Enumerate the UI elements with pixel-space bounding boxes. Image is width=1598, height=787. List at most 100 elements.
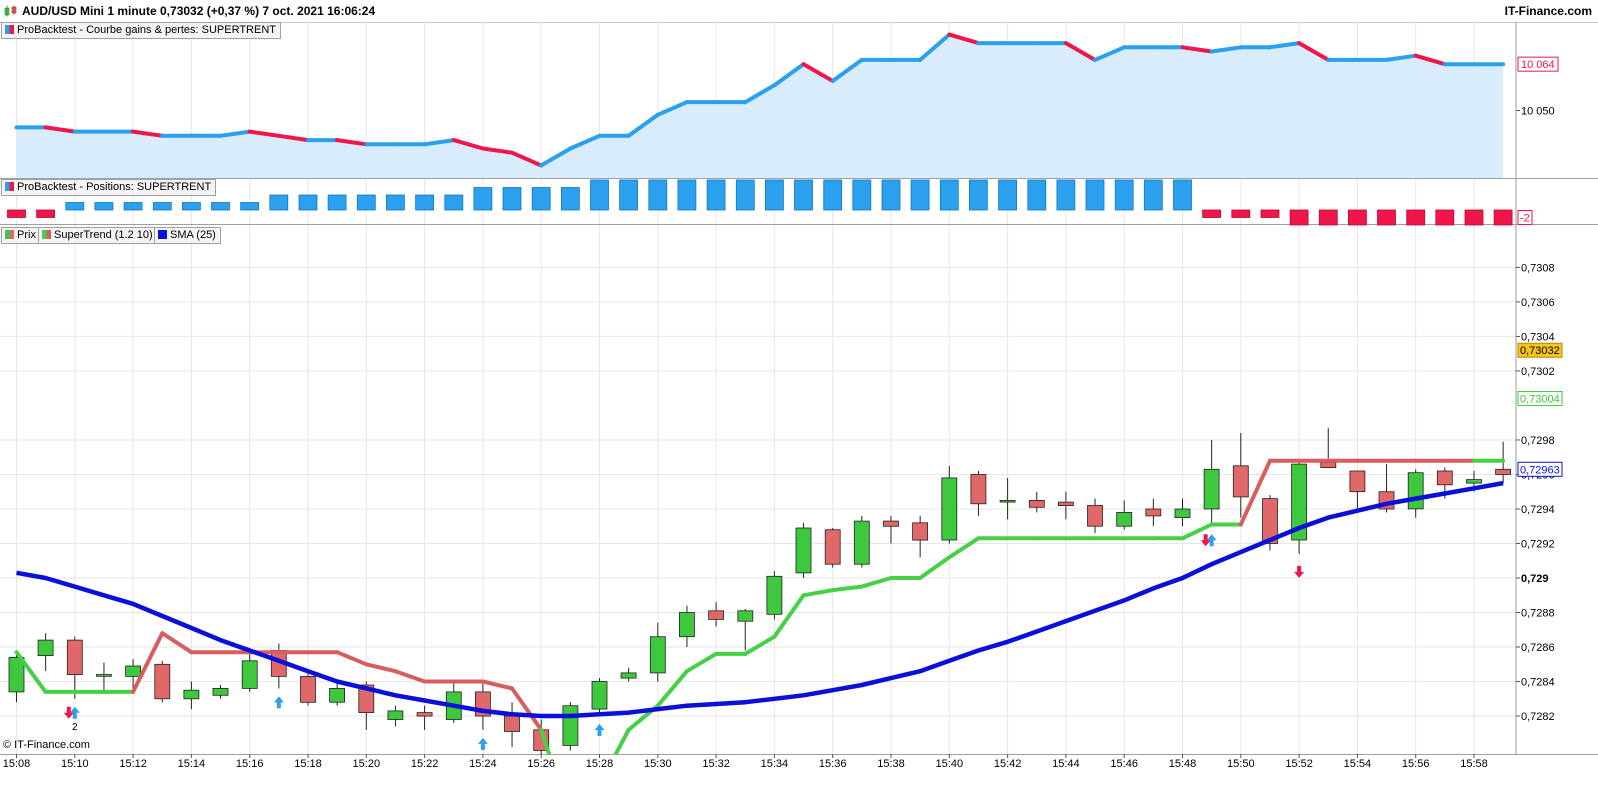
supertrend-segment[interactable] [918, 555, 952, 580]
buy-arrow-icon[interactable] [1206, 534, 1217, 547]
equity-segment[interactable] [743, 83, 777, 105]
supertrend-segment[interactable] [801, 588, 835, 598]
supertrend-segment[interactable] [684, 651, 719, 674]
position-bar[interactable] [939, 179, 959, 211]
candle-body[interactable] [1466, 479, 1482, 484]
legend-sma[interactable]: SMA (25) [154, 227, 221, 244]
position-bar[interactable] [1173, 179, 1192, 211]
position-bar[interactable] [765, 179, 784, 211]
candle-body[interactable] [1116, 512, 1133, 527]
candle-body[interactable] [416, 712, 433, 717]
candle-body[interactable] [8, 657, 25, 693]
sma-line[interactable] [16, 480, 1504, 719]
supertrend-segment[interactable] [772, 593, 806, 639]
position-bar[interactable] [327, 194, 347, 211]
equity-segment[interactable] [1180, 45, 1214, 54]
sell-arrow-icon[interactable] [1200, 534, 1211, 547]
position-bar[interactable] [36, 209, 55, 218]
position-bar[interactable] [356, 194, 376, 211]
equity-segment[interactable] [626, 112, 660, 138]
candle-body[interactable] [1203, 468, 1220, 510]
position-bar[interactable] [1318, 209, 1338, 226]
position-bar[interactable] [1289, 209, 1309, 226]
position-bar[interactable] [211, 202, 230, 211]
equity-segment[interactable] [43, 125, 77, 134]
position-bar[interactable] [1143, 179, 1163, 211]
position-bar[interactable] [444, 194, 464, 211]
position-bar[interactable] [706, 179, 726, 211]
position-bar[interactable] [1464, 209, 1484, 226]
equity-segment[interactable] [1268, 41, 1302, 50]
position-bar[interactable] [561, 187, 580, 211]
equity-segment[interactable] [772, 62, 806, 88]
position-bar[interactable] [531, 187, 551, 211]
position-bar[interactable] [648, 179, 668, 211]
position-bar[interactable] [94, 202, 114, 211]
equity-segment[interactable] [1063, 41, 1097, 62]
equity-segment[interactable] [830, 57, 864, 83]
brand-name[interactable]: IT-Finance.com [1504, 4, 1592, 18]
position-bar[interactable] [881, 179, 901, 211]
position-bar[interactable] [298, 194, 318, 211]
equity-segment[interactable] [1297, 41, 1331, 62]
buy-arrow-icon[interactable] [69, 706, 80, 719]
buy-arrow-icon[interactable] [477, 737, 488, 750]
candle-body[interactable] [1174, 508, 1191, 519]
candle-body[interactable] [679, 612, 695, 638]
candle-body[interactable] [66, 639, 83, 675]
supertrend-segment[interactable] [510, 686, 544, 732]
position-bar[interactable] [1027, 179, 1047, 211]
equity-segment[interactable] [568, 133, 602, 151]
sell-arrow-icon[interactable] [1294, 565, 1305, 578]
candle-body[interactable] [737, 610, 754, 622]
candle-body[interactable] [970, 474, 987, 505]
position-bar[interactable] [590, 179, 609, 211]
candle-body[interactable] [853, 520, 870, 565]
candle-body[interactable] [999, 499, 1016, 503]
candle-body[interactable] [329, 688, 346, 703]
position-bar[interactable] [1085, 179, 1105, 211]
equity-segment[interactable] [276, 133, 310, 143]
position-bar[interactable] [123, 202, 143, 211]
candle-body[interactable] [1349, 470, 1366, 493]
candle-body[interactable] [1262, 498, 1278, 544]
position-bar[interactable] [415, 194, 435, 211]
position-bar[interactable] [969, 179, 988, 211]
position-bar[interactable] [1260, 209, 1280, 218]
supertrend-segment[interactable] [480, 679, 514, 691]
candle-body[interactable] [562, 705, 579, 746]
equity-segment[interactable] [1413, 53, 1447, 67]
equity-segment[interactable] [510, 150, 544, 168]
candle-body[interactable] [1495, 468, 1511, 475]
candle-body[interactable] [824, 529, 841, 565]
position-bar[interactable] [65, 202, 85, 211]
equity-segment[interactable] [947, 32, 981, 46]
equity-segment[interactable] [655, 100, 689, 117]
candle-body[interactable] [591, 681, 608, 710]
candle-body[interactable] [883, 520, 899, 527]
position-bar[interactable] [677, 179, 697, 211]
supertrend-segment[interactable] [655, 669, 689, 708]
sell-arrow-icon[interactable] [63, 706, 74, 719]
equity-segment[interactable] [218, 129, 252, 138]
supertrend-segment[interactable] [14, 650, 48, 694]
equity-segment[interactable] [1384, 53, 1418, 62]
position-bar[interactable] [269, 194, 289, 211]
position-bar[interactable] [473, 187, 493, 211]
position-bar[interactable] [152, 202, 172, 211]
supertrend-segment[interactable] [393, 669, 427, 684]
candle-body[interactable] [387, 710, 404, 720]
buy-arrow-icon[interactable] [594, 724, 605, 737]
candle-body[interactable] [766, 575, 783, 615]
supertrend-segment[interactable] [947, 536, 981, 560]
equity-segment[interactable] [422, 138, 456, 147]
candle-body[interactable] [1058, 501, 1074, 507]
position-bar[interactable] [240, 202, 260, 211]
supertrend-segment[interactable] [600, 727, 631, 785]
candle-body[interactable] [125, 665, 141, 677]
supertrend-segment[interactable] [131, 631, 165, 694]
position-bar[interactable] [1231, 209, 1251, 218]
supertrend-segment[interactable] [1238, 458, 1272, 527]
equity-segment[interactable] [247, 129, 281, 138]
